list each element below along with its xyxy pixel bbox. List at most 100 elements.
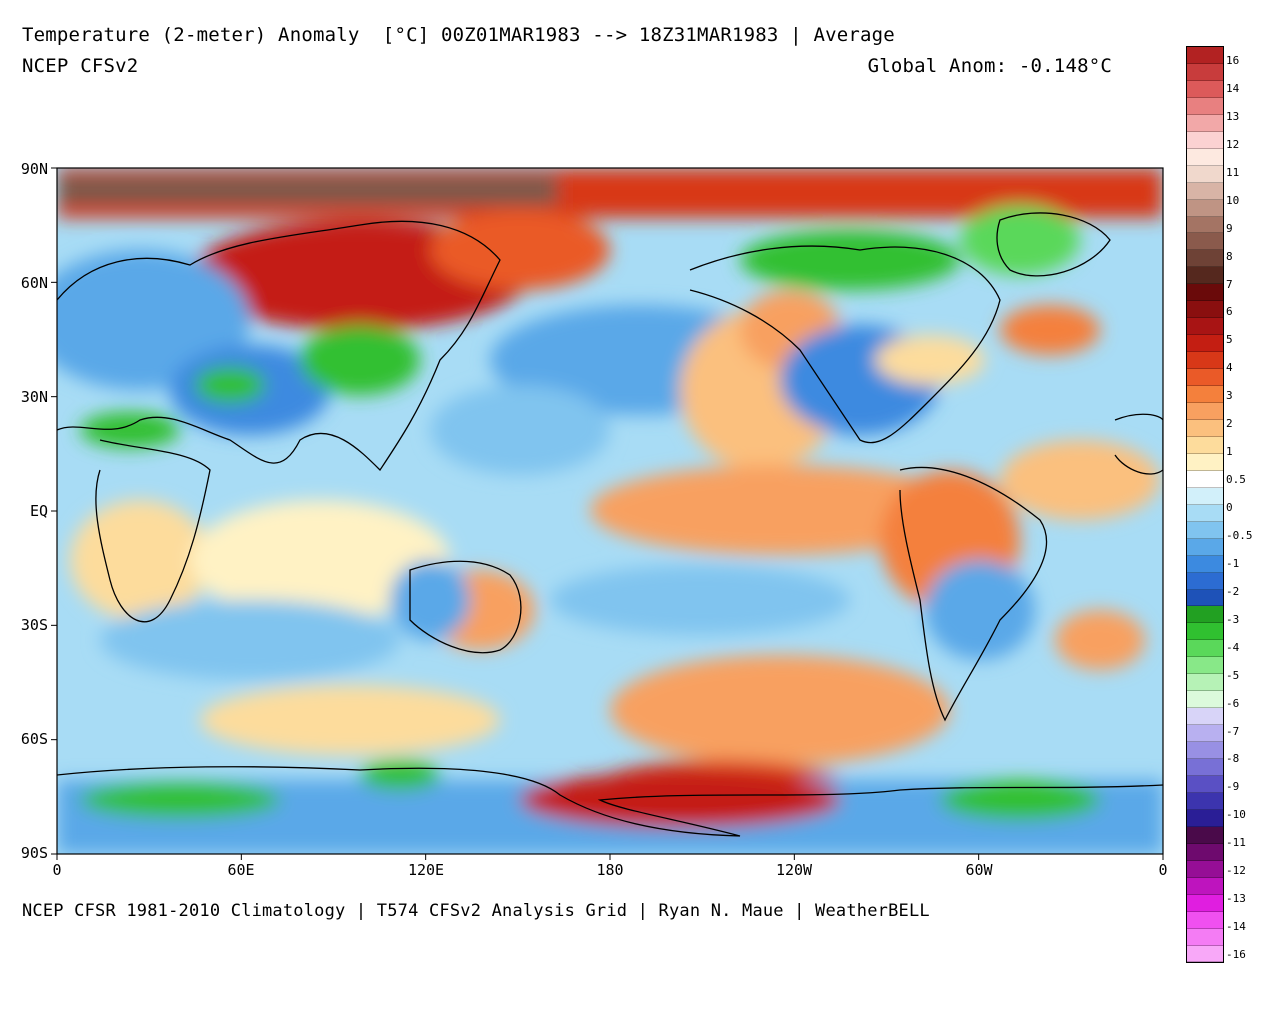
colorbar-label: 8	[1226, 249, 1233, 263]
colorbar-swatch	[1187, 487, 1223, 505]
colorbar-label: 11	[1226, 165, 1240, 179]
chart-title: Temperature (2-meter) Anomaly [°C] 00Z01…	[22, 24, 895, 46]
colorbar-swatch	[1187, 453, 1223, 471]
colorbar-swatch	[1187, 199, 1223, 217]
global-anomaly: Global Anom: -0.148°C	[867, 55, 1112, 77]
footer-credits: NCEP CFSR 1981-2010 Climatology | T574 C…	[22, 901, 930, 921]
colorbar-label: -11	[1226, 836, 1246, 850]
lon-label: 60W	[965, 861, 993, 879]
coastlines	[57, 212, 1163, 837]
colorbar-swatch	[1187, 894, 1223, 912]
lat-label: EQ	[29, 502, 48, 520]
lon-label: 0	[1158, 861, 1168, 879]
colorbar-swatch	[1187, 114, 1223, 132]
colorbar-swatch	[1187, 419, 1223, 437]
colorbar-swatch	[1187, 318, 1223, 336]
colorbar-swatch	[1187, 63, 1223, 81]
colorbar-label: 4	[1226, 361, 1233, 375]
colorbar-swatch	[1187, 809, 1223, 827]
colorbar-label: 16	[1226, 54, 1240, 67]
colorbar-swatch	[1187, 775, 1223, 793]
colorbar-swatch	[1187, 555, 1223, 573]
colorbar-label: 5	[1226, 333, 1233, 347]
colorbar-label: 13	[1226, 109, 1240, 123]
colorbar-swatch	[1187, 250, 1223, 268]
model-name: NCEP CFSv2	[22, 55, 139, 77]
colorbar-label: -6	[1226, 696, 1240, 710]
lon-label: 0	[52, 861, 62, 879]
lat-label: 60N	[20, 274, 48, 292]
colorbar-label: -2	[1226, 584, 1240, 598]
colorbar-label: 1	[1226, 445, 1233, 459]
colorbar-swatch	[1187, 742, 1223, 760]
colorbar-swatch	[1187, 216, 1223, 234]
colorbar-swatch	[1187, 504, 1223, 522]
colorbar-swatch	[1187, 386, 1223, 404]
colorbar-swatch	[1187, 572, 1223, 590]
colorbar-label: -12	[1226, 864, 1246, 878]
colorbar-swatch	[1187, 725, 1223, 743]
colorbar-swatch	[1187, 945, 1223, 963]
colorbar-swatch	[1187, 911, 1223, 929]
colorbar-swatch	[1187, 538, 1223, 556]
colorbar-swatch	[1187, 470, 1223, 488]
colorbar	[1186, 46, 1224, 964]
colorbar-swatch	[1187, 436, 1223, 454]
colorbar-swatch	[1187, 708, 1223, 726]
colorbar-label: -1	[1226, 556, 1240, 570]
colorbar-swatch	[1187, 674, 1223, 692]
lat-label: 30N	[20, 388, 48, 406]
colorbar-label: -7	[1226, 724, 1240, 738]
colorbar-swatch	[1187, 792, 1223, 810]
colorbar-label: -4	[1226, 640, 1240, 654]
colorbar-label: -0.5	[1226, 528, 1253, 542]
colorbar-label: -16	[1226, 948, 1246, 961]
lon-label: 180	[596, 861, 624, 879]
colorbar-label: -3	[1226, 612, 1240, 626]
colorbar-swatch	[1187, 352, 1223, 370]
colorbar-swatch	[1187, 860, 1223, 878]
colorbar-swatch	[1187, 403, 1223, 420]
colorbar-swatch	[1187, 877, 1223, 895]
anomaly-field	[57, 168, 1163, 854]
colorbar-swatch	[1187, 182, 1223, 200]
colorbar-swatch	[1187, 301, 1223, 319]
colorbar-swatch	[1187, 928, 1223, 946]
colorbar-swatch	[1187, 165, 1223, 183]
colorbar-label: -14	[1226, 920, 1246, 934]
colorbar-swatch	[1187, 843, 1223, 861]
colorbar-label: -8	[1226, 752, 1240, 766]
colorbar-label: 0.5	[1226, 473, 1246, 487]
colorbar-swatch	[1187, 148, 1223, 166]
colorbar-label: 2	[1226, 417, 1233, 431]
colorbar-label: 0	[1226, 501, 1233, 514]
colorbar-swatch	[1187, 606, 1223, 624]
colorbar-swatch	[1187, 369, 1223, 387]
colorbar-label: -10	[1226, 808, 1246, 822]
lon-label: 120W	[775, 861, 813, 879]
colorbar-swatch	[1187, 826, 1223, 844]
colorbar-swatch	[1187, 267, 1223, 285]
colorbar-swatch	[1187, 233, 1223, 251]
colorbar-label: 6	[1226, 305, 1233, 319]
tick-marks	[51, 167, 1164, 860]
lon-label: 120E	[407, 861, 445, 879]
colorbar-swatch	[1187, 640, 1223, 658]
colorbar-label: 14	[1226, 81, 1240, 95]
colorbar-label: -13	[1226, 892, 1246, 906]
colorbar-label: 7	[1226, 277, 1233, 291]
colorbar-swatch	[1187, 97, 1223, 115]
lat-label: 90S	[20, 844, 48, 862]
colorbar-swatch	[1187, 589, 1223, 607]
colorbar-swatch	[1187, 284, 1223, 302]
colorbar-label: 9	[1226, 221, 1233, 235]
colorbar-swatch	[1187, 80, 1223, 98]
colorbar-swatch	[1187, 131, 1223, 149]
colorbar-label: 10	[1226, 193, 1240, 207]
colorbar-swatch	[1187, 335, 1223, 353]
colorbar-label: 12	[1226, 137, 1240, 151]
colorbar-swatch	[1187, 47, 1223, 64]
colorbar-label: -9	[1226, 780, 1240, 794]
colorbar-label: -5	[1226, 668, 1240, 682]
